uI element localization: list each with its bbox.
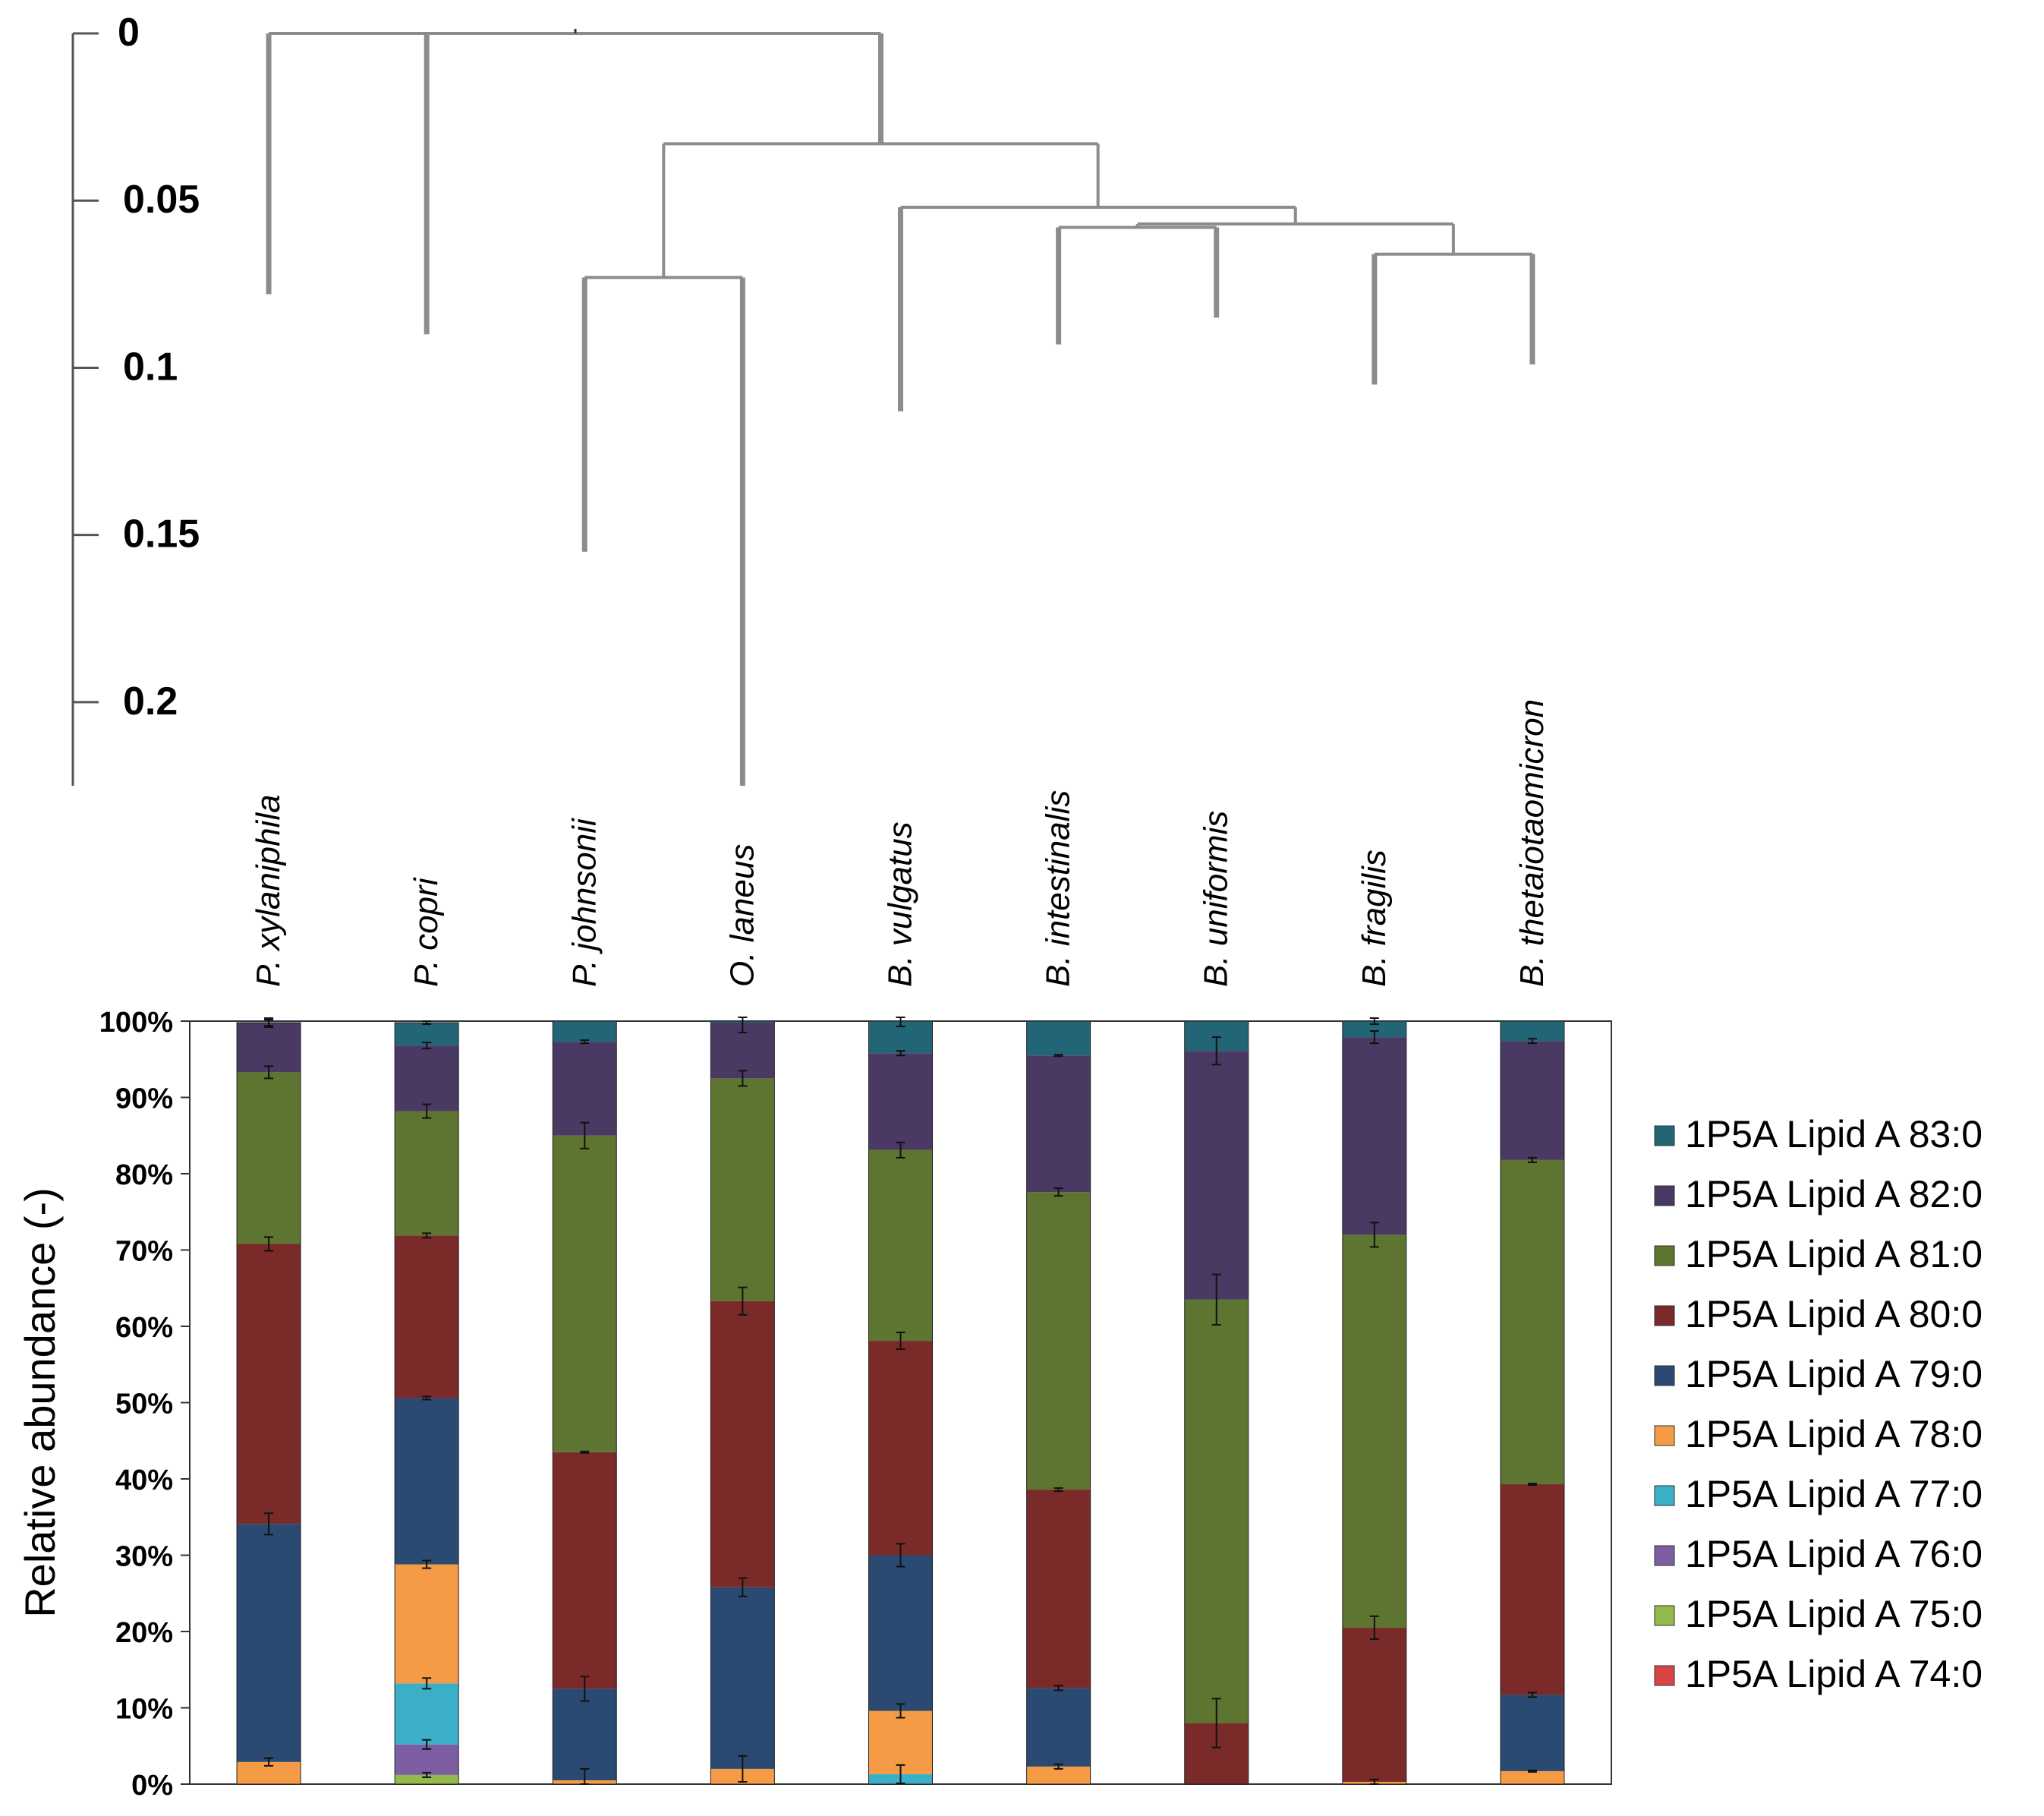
bar-segment <box>1500 1159 1564 1485</box>
bar-segment <box>237 1072 301 1244</box>
legend-label: 1P5A Lipid A 74:0 <box>1685 1653 1983 1695</box>
legend-swatch <box>1654 1485 1675 1506</box>
bar-segment <box>237 1244 301 1524</box>
y-axis-tick-label: 20% <box>115 1617 173 1649</box>
bar-segment <box>1342 1627 1406 1782</box>
species-label: B. vulgatus <box>882 821 919 987</box>
bar-outline <box>1026 1020 1091 1785</box>
bar-segment <box>395 1111 459 1236</box>
bar-segment <box>868 1341 933 1556</box>
species-label: B. fragilis <box>1356 850 1393 987</box>
bar-segment <box>868 1555 933 1711</box>
bar-segment <box>1500 1695 1564 1771</box>
dendro-axis-tick-label: 0.05 <box>123 178 200 222</box>
species-label: P. johnsonii <box>565 818 603 987</box>
bar-segment <box>1342 1021 1406 1038</box>
species-label: B. intestinalis <box>1040 790 1077 987</box>
bar-segment <box>1500 1770 1564 1784</box>
y-axis-tick-label: 80% <box>115 1159 173 1191</box>
legend-label: 1P5A Lipid A 81:0 <box>1685 1233 1983 1275</box>
bar-segment <box>868 1710 933 1774</box>
legend-label: 1P5A Lipid A 83:0 <box>1685 1113 1983 1155</box>
legend-label: 1P5A Lipid A 76:0 <box>1685 1533 1983 1575</box>
legend-swatch <box>1654 1665 1675 1686</box>
y-axis-tick-label: 10% <box>115 1694 173 1726</box>
bar-segment <box>237 1524 301 1762</box>
bar-segment <box>553 1042 617 1136</box>
legend-swatch <box>1654 1365 1675 1386</box>
bar-segment <box>1184 1299 1249 1723</box>
species-label: O. laneus <box>723 844 761 987</box>
legend-label: 1P5A Lipid A 78:0 <box>1685 1413 1983 1455</box>
y-axis-tick-label: 0% <box>131 1770 173 1802</box>
bar-outline <box>1500 1020 1565 1785</box>
species-labels: P. xylaniphila P. copri P. johnsonii O. lan… <box>250 699 1551 987</box>
y-axis-title: Relative abundance (-) <box>16 1187 64 1618</box>
y-axis-tick-label: 100% <box>99 1007 173 1039</box>
bar-segment <box>553 1452 617 1689</box>
bar-segment <box>710 1078 775 1301</box>
bar-segment <box>395 1774 459 1784</box>
legend-swatch <box>1654 1305 1675 1326</box>
dendro-axis-tick-label: 0.1 <box>123 345 178 389</box>
bar-segment <box>1026 1766 1091 1784</box>
dendro-axis-tick-label: 0 <box>118 11 140 55</box>
legend-swatch <box>1654 1185 1675 1206</box>
bar-segment <box>1500 1041 1564 1160</box>
bar-segment <box>868 1149 933 1342</box>
bar-segment <box>395 1045 459 1111</box>
legend-swatch <box>1654 1125 1675 1146</box>
bar-segment <box>868 1053 933 1150</box>
bar-segment <box>710 1587 775 1769</box>
y-axis-tick-label: 70% <box>115 1236 173 1268</box>
legend-swatch <box>1654 1245 1675 1266</box>
bar-segment <box>710 1301 775 1587</box>
species-label: B. thetaiotaomicron <box>1513 699 1551 987</box>
y-axis-tick-label: 90% <box>115 1083 173 1115</box>
bar-segment <box>1342 1037 1406 1235</box>
bar-segment <box>553 1135 617 1452</box>
bar-segment <box>553 1688 617 1780</box>
stacked-bar-chart: 0% 10% 20% 30% 40% 50% 60% 70% 80% 90% 100% Relativ… <box>16 1007 1612 1802</box>
bar-segment <box>1026 1055 1091 1193</box>
bar-segment <box>1026 1688 1091 1767</box>
bar-segment <box>395 1023 459 1046</box>
species-label: P. xylaniphila <box>250 794 287 987</box>
legend-label: 1P5A Lipid A 82:0 <box>1685 1173 1983 1215</box>
bar-segment <box>1184 1051 1249 1300</box>
bar-segment <box>1026 1192 1091 1490</box>
bar-segment <box>1026 1490 1091 1688</box>
species-label: P. copri <box>408 877 445 987</box>
legend-label: 1P5A Lipid A 80:0 <box>1685 1293 1983 1335</box>
legend-swatch <box>1654 1425 1675 1446</box>
legend-label: 1P5A Lipid A 79:0 <box>1685 1353 1983 1395</box>
legend-swatch <box>1654 1605 1675 1626</box>
y-axis-tick-label: 60% <box>115 1312 173 1344</box>
dendrogram: 0 0.05 0.1 0.15 0.2 <box>71 11 1535 786</box>
bar-segment <box>1500 1484 1564 1695</box>
y-axis-tick-label: 50% <box>115 1389 173 1420</box>
bar-outline <box>1184 1020 1249 1785</box>
bar-segment <box>395 1235 459 1398</box>
bar-segment <box>237 1023 301 1073</box>
dendro-axis-tick-label: 0.15 <box>123 512 200 556</box>
dendro-axis-tick-label: 0.2 <box>123 679 178 724</box>
bar-segment <box>553 1021 617 1042</box>
bar-segment <box>395 1683 459 1745</box>
y-axis-tick-label: 40% <box>115 1464 173 1496</box>
bar-segment <box>395 1564 459 1684</box>
bar-segment <box>395 1398 459 1565</box>
legend-swatch <box>1654 1545 1675 1566</box>
species-label: B. uniformis <box>1198 811 1235 987</box>
legend-label: 1P5A Lipid A 77:0 <box>1685 1473 1983 1515</box>
legend-label: 1P5A Lipid A 75:0 <box>1685 1593 1983 1635</box>
bar-segment <box>1342 1234 1406 1628</box>
legend: 1P5A Lipid A 83:0 1P5A Lipid A 82:0 1P5A L… <box>1654 1113 1983 1695</box>
y-axis-tick-label: 30% <box>115 1541 173 1573</box>
bar-segment <box>1026 1021 1091 1056</box>
bar-segment <box>1500 1021 1564 1042</box>
